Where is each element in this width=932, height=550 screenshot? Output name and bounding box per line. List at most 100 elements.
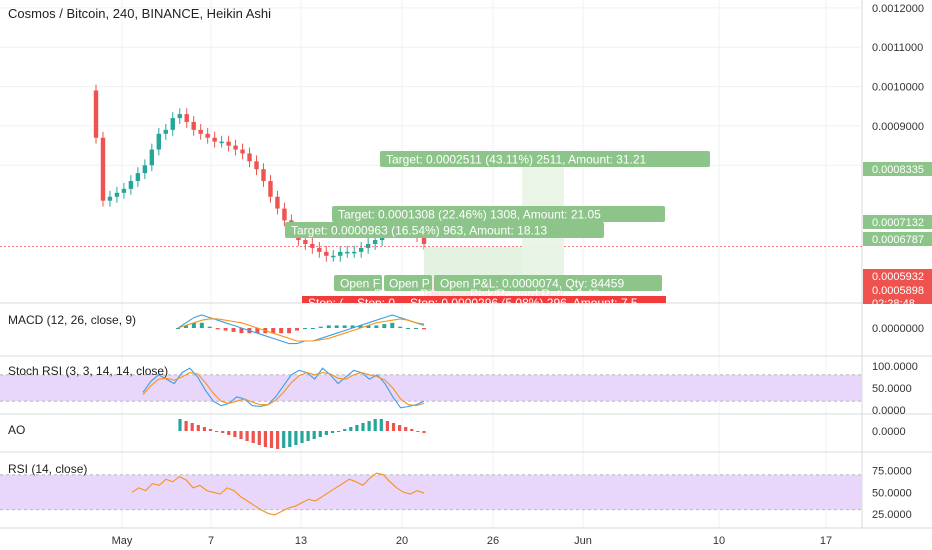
candle-body	[310, 243, 315, 248]
macd-histogram-bar	[239, 328, 244, 334]
stoch-d-line	[142, 372, 425, 407]
open-pnl-label: Open P	[389, 277, 430, 291]
candle-body	[372, 240, 378, 244]
time-tick-label: Jun	[574, 535, 592, 547]
ao-bar	[208, 429, 213, 431]
stop-label: Stop: 0	[357, 296, 395, 310]
ao-tick-label: 0.0000	[872, 426, 906, 438]
ao-bar	[355, 425, 359, 431]
macd-histogram-bar	[215, 328, 220, 330]
candle-body	[247, 153, 252, 162]
candle-body	[338, 251, 343, 256]
candle-body	[226, 141, 231, 146]
candle-body	[205, 133, 210, 138]
macd-histogram-bar	[231, 328, 236, 332]
macd-histogram-bar	[271, 328, 276, 334]
grid-lines	[0, 0, 932, 529]
candle-body	[352, 251, 357, 254]
ao-bar	[349, 427, 353, 431]
candle-body	[421, 236, 427, 244]
ao-bar	[184, 421, 188, 431]
macd-histogram-bar	[223, 328, 228, 331]
time-tick-label: 17	[820, 535, 832, 547]
stoch-rsi-title: Stoch RSI (3, 3, 14, 14, close)	[8, 364, 168, 378]
price-label: 0.0007132	[872, 217, 924, 229]
macd-histogram-bar	[382, 324, 387, 328]
candle-body	[303, 240, 308, 244]
price-label-bg	[863, 215, 932, 229]
time-tick-label: 10	[713, 535, 725, 547]
price-axis: 0.0012000 0.0011000 0.0010000 0.0009000 0.00…	[863, 3, 932, 310]
position-label-bg	[384, 275, 432, 291]
rsi-tick-label: 25.0000	[872, 509, 912, 521]
ao-bar	[178, 419, 182, 431]
position-target-label: Target: 0.0001308 (22.46%) 1308, Amount:…	[338, 208, 601, 222]
ao-bar	[269, 431, 274, 448]
position-label-bg	[332, 206, 665, 222]
ratio-label: R	[374, 287, 383, 301]
ao-bar	[416, 431, 420, 432]
stoch-band	[0, 374, 862, 402]
ao-bar	[343, 429, 347, 431]
stop-label-bg	[302, 296, 666, 303]
candle-body	[240, 149, 245, 154]
stoch-tick-label: 100.0000	[872, 361, 918, 373]
candle-body	[184, 114, 189, 122]
ao-bar	[385, 421, 389, 431]
candle-body	[170, 118, 175, 130]
macd-histogram-bar	[334, 325, 339, 328]
candle-body	[268, 181, 273, 197]
position-target-label: Open P&L: 0.0000074, Qty: 84459	[440, 277, 624, 291]
macd-histogram-bar	[390, 322, 395, 328]
time-tick-label: 7	[208, 535, 214, 547]
price-label-bg	[863, 162, 932, 176]
candle-body	[177, 114, 182, 119]
time-tick-label: 26	[487, 535, 499, 547]
open-pnl-label: Open F	[340, 277, 380, 291]
macd-tick-label: 0.0000000	[872, 323, 924, 335]
price-tick-label: 0.0010000	[872, 82, 924, 94]
candle-body	[191, 121, 196, 130]
position-target-label: Target: 0.0000963 (16.54%) 963, Amount: …	[291, 224, 548, 238]
position-label-bg	[334, 275, 382, 291]
price-label: 0.0005898	[872, 285, 924, 297]
price-label: 02:28:48	[872, 298, 915, 310]
ao-bar	[227, 431, 231, 435]
signal-line	[177, 318, 425, 342]
stop-label: Stop: (	[308, 296, 343, 310]
macd-histogram-bar	[255, 328, 260, 334]
macd-title: MACD (12, 26, close, 9)	[8, 313, 136, 327]
position-label-bg	[434, 275, 662, 291]
ao-bar	[391, 423, 396, 431]
macd-line	[177, 314, 425, 345]
rsi-line	[131, 472, 425, 516]
macd-histogram-bar	[191, 322, 196, 328]
ao-bar	[221, 431, 225, 433]
macd-pane: 0.0000000	[176, 314, 924, 345]
ao-bar	[367, 421, 371, 431]
time-tick-label: 20	[396, 535, 408, 547]
ao-bar	[233, 431, 237, 437]
ao-bar	[202, 427, 206, 431]
ao-pane: 0.0000	[178, 419, 906, 449]
ao-title: AO	[8, 423, 25, 437]
rsi-tick-label: 50.0000	[872, 487, 912, 499]
ao-bar	[422, 431, 426, 433]
macd-histogram-bar	[406, 328, 411, 329]
ao-bar	[294, 431, 298, 445]
candle-body	[156, 133, 162, 150]
ao-bar	[361, 423, 365, 431]
macd-histogram-bar	[350, 325, 355, 328]
time-tick-label: May	[112, 535, 133, 547]
price-label: 0.0008335	[872, 164, 924, 176]
candle-body	[275, 196, 280, 209]
candle-body	[149, 149, 155, 166]
ao-bar	[282, 431, 286, 448]
ao-bar	[330, 431, 335, 433]
ao-bar	[263, 431, 267, 447]
candle-body	[93, 90, 99, 138]
macd-histogram-bar	[295, 328, 300, 331]
candle-body	[324, 251, 329, 256]
price-label-bg	[863, 269, 932, 283]
